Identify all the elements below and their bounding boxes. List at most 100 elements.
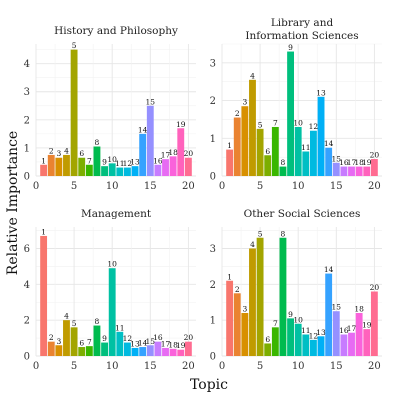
- bar-topic-19: [363, 166, 371, 176]
- y-tick-label: 2: [24, 115, 30, 126]
- bar-label-topic-1: 1: [41, 227, 46, 236]
- bar-label-topic-10: 10: [293, 315, 303, 324]
- x-tick-label: 20: [368, 181, 381, 192]
- bar-topic-15: [332, 162, 340, 176]
- bar-topic-5: [256, 128, 264, 176]
- y-tick-label: 3: [210, 58, 216, 69]
- bar-topic-20: [184, 341, 192, 356]
- panel-title: Management: [81, 208, 152, 220]
- bar-topic-13: [131, 166, 139, 176]
- y-tick-label: 1: [210, 316, 216, 327]
- bar-topic-16: [340, 166, 348, 176]
- bar-topic-1: [40, 235, 48, 356]
- y-tick-label: 0: [210, 352, 216, 363]
- x-tick-label: 15: [330, 361, 343, 372]
- bar-label-topic-3: 3: [56, 337, 61, 346]
- panel-title: History and Philosophy: [54, 25, 178, 37]
- bar-topic-20: [370, 291, 378, 356]
- bar-label-topic-2: 2: [235, 109, 240, 118]
- bar-label-topic-5: 5: [258, 229, 263, 238]
- bar-label-topic-16: 16: [339, 326, 349, 335]
- bar-topic-14: [139, 133, 147, 176]
- bar-topic-10: [294, 126, 302, 176]
- bar-topic-7: [271, 126, 279, 176]
- bar-label-topic-18: 18: [354, 305, 364, 314]
- bar-topic-5: [70, 327, 78, 356]
- bar-topic-15: [332, 311, 340, 356]
- bar-topic-5: [70, 49, 78, 176]
- bar-label-topic-12: 12: [123, 334, 133, 343]
- bar-label-topic-2: 2: [49, 333, 54, 342]
- bar-topic-8: [93, 325, 101, 356]
- bar-label-topic-8: 8: [95, 317, 100, 326]
- bar-label-topic-9: 9: [102, 334, 107, 343]
- bar-topic-1: [226, 280, 234, 356]
- y-tick-label: 0: [24, 352, 30, 363]
- panel-title: Other Social Sciences: [244, 208, 361, 220]
- bar-topic-3: [241, 313, 249, 356]
- y-tick-label: 3: [210, 244, 216, 255]
- bar-label-topic-5: 5: [72, 41, 77, 50]
- bar-label-topic-11: 11: [301, 326, 311, 335]
- bar-topic-17: [348, 166, 355, 176]
- bar-topic-17: [348, 332, 355, 356]
- bar-label-topic-19: 19: [176, 120, 186, 129]
- bar-topic-11: [116, 167, 124, 176]
- bar-label-topic-4: 4: [250, 71, 255, 80]
- bar-topic-10: [294, 323, 302, 356]
- bar-label-topic-4: 4: [64, 312, 69, 321]
- bar-label-topic-17: 17: [347, 158, 357, 167]
- bar-label-topic-20: 20: [184, 333, 194, 342]
- y-tick-label: 2: [210, 96, 216, 107]
- bar-label-topic-15: 15: [332, 154, 342, 163]
- bar-label-topic-14: 14: [138, 125, 148, 134]
- y-tick-label: 4: [24, 59, 30, 70]
- bar-label-topic-8: 8: [281, 229, 286, 238]
- bar-label-topic-5: 5: [258, 120, 263, 129]
- bar-label-topic-8: 8: [281, 158, 286, 167]
- bar-topic-8: [279, 237, 287, 356]
- bar-label-topic-13: 13: [316, 88, 326, 97]
- x-tick-label: 0: [33, 361, 39, 372]
- bar-label-topic-4: 4: [64, 146, 69, 155]
- y-tick-label: 2: [24, 316, 30, 327]
- bar-topic-9: [287, 318, 294, 356]
- bar-label-topic-10: 10: [293, 118, 303, 127]
- bar-label-topic-18: 18: [168, 148, 178, 157]
- bar-label-topic-7: 7: [87, 156, 92, 165]
- bar-topic-2: [47, 341, 55, 356]
- bar-label-topic-13: 13: [130, 158, 140, 167]
- y-tick-label: 1: [24, 143, 30, 154]
- bar-label-topic-20: 20: [370, 151, 380, 160]
- bar-label-topic-2: 2: [235, 285, 240, 294]
- bar-topic-4: [249, 79, 256, 176]
- bar-label-topic-19: 19: [176, 341, 186, 350]
- bar-topic-8: [93, 146, 101, 176]
- bar-label-topic-9: 9: [102, 158, 107, 167]
- bar-topic-18: [169, 348, 177, 356]
- bar-label-topic-11: 11: [301, 143, 311, 152]
- x-tick-label: 20: [368, 361, 381, 372]
- bar-label-topic-16: 16: [339, 158, 349, 167]
- bar-topic-14: [325, 273, 333, 356]
- bar-label-topic-12: 12: [309, 331, 319, 340]
- bar-label-topic-19: 19: [362, 158, 372, 167]
- bar-topic-3: [241, 106, 249, 176]
- x-tick-label: 0: [219, 181, 225, 192]
- bar-label-topic-8: 8: [95, 138, 100, 147]
- y-axis-title: Relative Importance: [5, 131, 21, 275]
- bar-topic-19: [363, 329, 371, 356]
- bar-label-topic-12: 12: [123, 159, 133, 168]
- bar-topic-12: [310, 130, 317, 176]
- bar-topic-18: [169, 156, 177, 176]
- y-tick-label: 0: [24, 172, 30, 183]
- bar-topic-12: [124, 167, 131, 176]
- bar-topic-9: [101, 166, 108, 176]
- bar-topic-2: [47, 154, 55, 176]
- bar-topic-1: [226, 149, 234, 176]
- bar-topic-15: [146, 105, 154, 176]
- bar-label-topic-9: 9: [288, 310, 293, 319]
